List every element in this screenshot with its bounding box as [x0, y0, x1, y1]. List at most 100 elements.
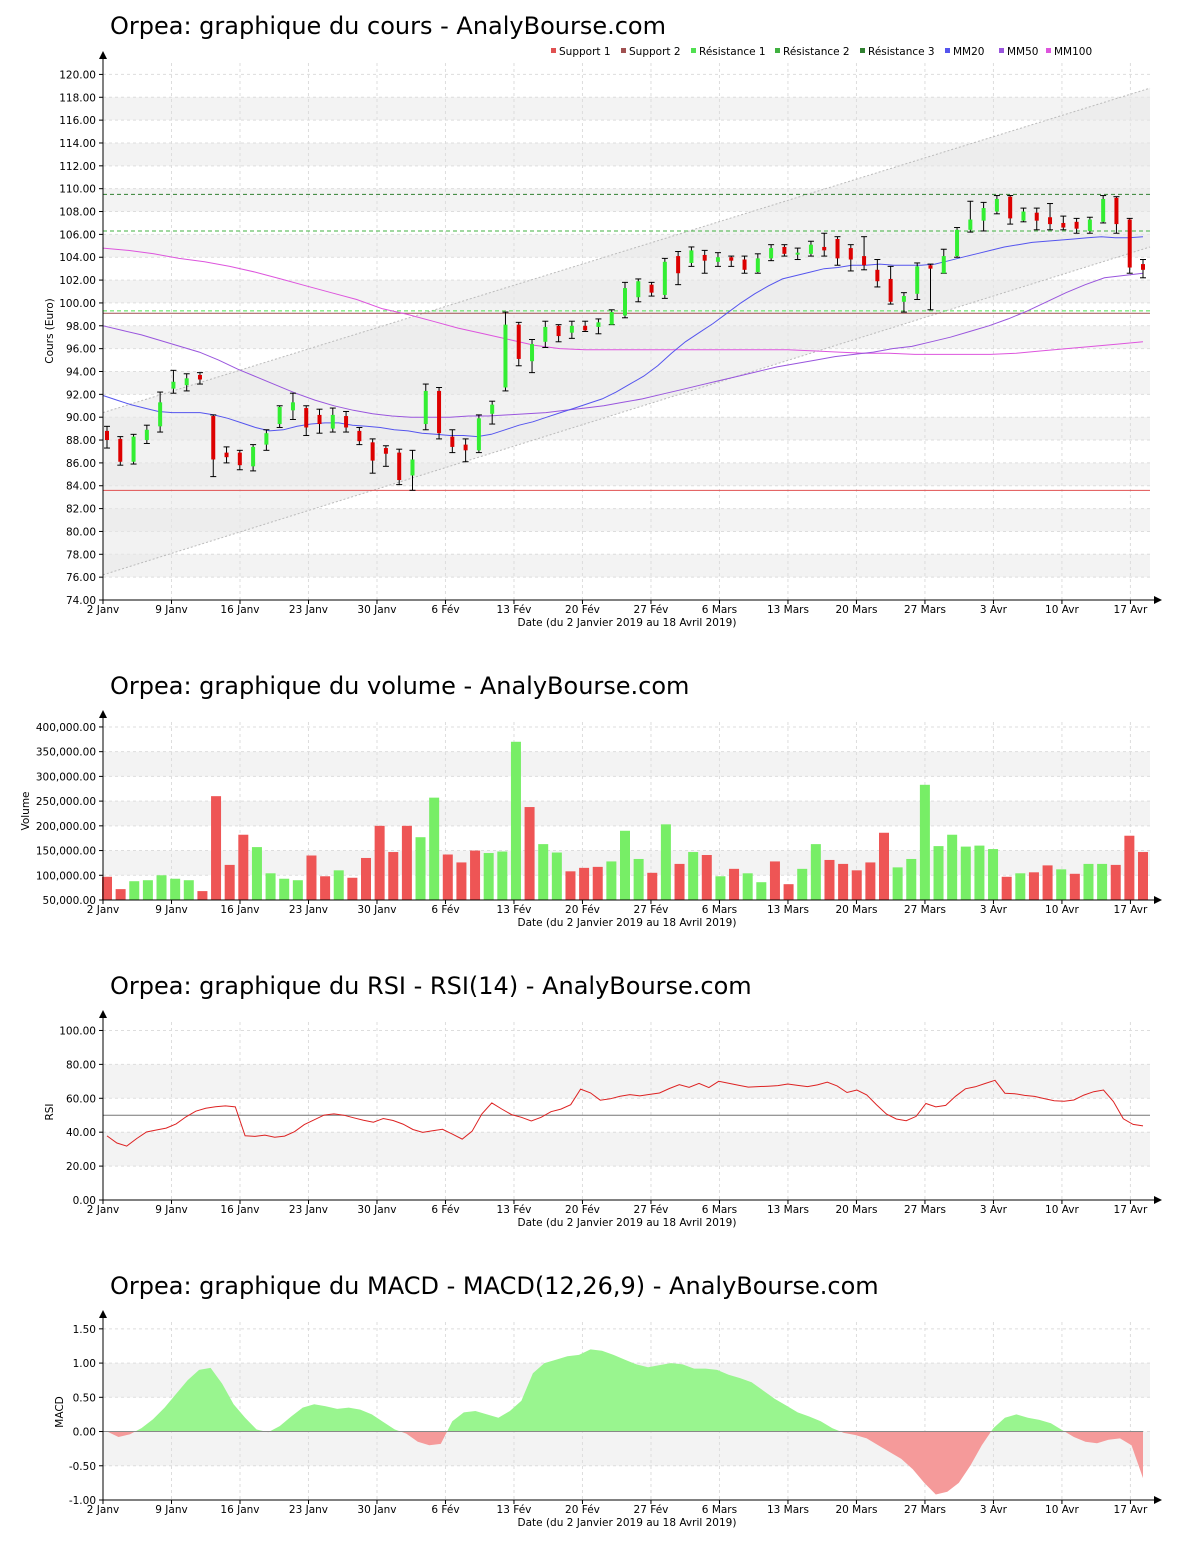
candle — [369, 438, 376, 474]
volume-bar — [1138, 852, 1148, 900]
volume-bar — [579, 867, 590, 900]
candle — [821, 232, 828, 257]
rsi-xtick-label: 10 Avr — [1045, 1204, 1079, 1216]
volume-bar — [715, 876, 726, 900]
price-ytick-label: 92.00 — [66, 389, 96, 401]
price-ytick-label: 82.00 — [66, 504, 96, 516]
macd-ytick-label: 0.00 — [73, 1427, 96, 1439]
candle — [635, 278, 642, 303]
volume-xtick-label: 27 Mars — [904, 904, 946, 916]
macd-ytick-label: -1.00 — [69, 1495, 96, 1507]
price-chart: Orpea: graphique du cours - AnalyBourse.… — [44, 12, 1162, 629]
candle — [568, 320, 575, 339]
candle-body — [290, 402, 295, 411]
candle-body — [1101, 198, 1106, 222]
macd-ytick-label: 1.50 — [73, 1324, 96, 1336]
price-xtick-label: 27 Fév — [634, 604, 669, 616]
candle-body — [755, 258, 760, 273]
volume-xtick-label: 23 Janv — [289, 904, 328, 916]
price-ytick-label: 116.00 — [59, 115, 96, 127]
volume-bar — [292, 880, 303, 900]
candle — [196, 372, 203, 385]
candle — [130, 433, 137, 465]
legend-label: MM50 — [1007, 46, 1038, 58]
candle — [1060, 215, 1067, 231]
candle-body — [901, 296, 906, 302]
volume-xtick-label: 6 Fév — [431, 904, 459, 916]
price-ytick-label: 76.00 — [66, 572, 96, 584]
candle — [343, 410, 350, 433]
volume-bar — [919, 784, 930, 900]
volume-bar — [797, 868, 808, 900]
candle-body — [795, 252, 800, 255]
macd-xtick-label: 6 Fév — [431, 1504, 459, 1516]
rsi-xtick-label: 6 Mars — [702, 1204, 737, 1216]
macd-x-arrow — [1154, 1496, 1162, 1504]
candle — [728, 255, 735, 267]
price-ytick-label: 94.00 — [66, 366, 96, 378]
candle-body — [357, 430, 362, 442]
volume-bar — [810, 844, 821, 900]
rsi-band — [103, 1064, 1150, 1099]
candle-body — [1074, 221, 1079, 229]
volume-bar — [1097, 863, 1108, 900]
macd-ytick-label: 1.00 — [73, 1358, 96, 1370]
candle-body — [583, 325, 588, 331]
price-ytick-label: 112.00 — [59, 161, 96, 173]
candle — [276, 405, 283, 428]
price-channel-fill — [103, 88, 1150, 575]
volume-y-arrow — [99, 710, 107, 718]
volume-bar — [865, 862, 876, 900]
macd-y-arrow — [99, 1310, 107, 1318]
macd-xtick-label: 20 Mars — [835, 1504, 877, 1516]
volume-band — [103, 801, 1150, 826]
volume-bar — [660, 824, 671, 900]
macd-xtick-label: 6 Mars — [702, 1504, 737, 1516]
volume-bar — [170, 878, 181, 900]
volume-bar — [142, 880, 153, 900]
price-ytick-label: 98.00 — [66, 321, 96, 333]
candle — [462, 438, 469, 463]
volume-ytick-label: 250,000.00 — [36, 796, 96, 808]
candle — [489, 400, 496, 425]
macd-x-label: Date (du 2 Janvier 2019 au 18 Avril 2019… — [518, 1517, 737, 1529]
macd-negative-area — [107, 1431, 1143, 1495]
volume-band — [103, 751, 1150, 777]
macd-chart-title: Orpea: graphique du MACD - MACD(12,26,9)… — [110, 1272, 879, 1300]
candle-body — [171, 381, 176, 389]
candle — [1047, 203, 1054, 231]
volume-xtick-label: 10 Avr — [1045, 904, 1079, 916]
volume-xtick-label: 9 Janv — [155, 904, 187, 916]
price-ytick-label: 96.00 — [66, 344, 96, 356]
price-xtick-label: 13 Fév — [497, 604, 532, 616]
volume-bar — [415, 837, 426, 900]
candle — [887, 265, 894, 305]
volume-bar — [224, 864, 235, 900]
candle — [236, 449, 243, 471]
price-x-arrow — [1154, 596, 1162, 604]
volume-xtick-label: 2 Janv — [87, 904, 119, 916]
volume-bar — [361, 857, 371, 900]
price-channel-upper — [102, 87, 1151, 414]
rsi-ytick-label: 20.00 — [66, 1161, 96, 1173]
legend-swatch — [999, 48, 1004, 53]
volume-bar — [524, 807, 535, 900]
volume-ytick-label: 350,000.00 — [36, 747, 96, 759]
volume-bar — [429, 797, 440, 900]
legend-swatch — [860, 48, 865, 53]
rsi-line — [106, 1079, 1144, 1147]
candle-body — [888, 278, 893, 302]
candle-body — [981, 208, 986, 221]
candle — [475, 414, 482, 454]
candle — [622, 281, 628, 319]
candle-body — [808, 244, 813, 254]
rsi-ytick-label: 40.00 — [66, 1127, 96, 1139]
macd-ytick-label: 0.50 — [73, 1392, 96, 1404]
candle-body — [224, 452, 229, 458]
candle — [754, 253, 761, 274]
price-xtick-label: 27 Mars — [904, 604, 946, 616]
candle — [183, 373, 190, 392]
macd-xtick-label: 16 Janv — [220, 1504, 259, 1516]
candle — [834, 236, 841, 266]
price-xtick-label: 9 Janv — [155, 604, 187, 616]
